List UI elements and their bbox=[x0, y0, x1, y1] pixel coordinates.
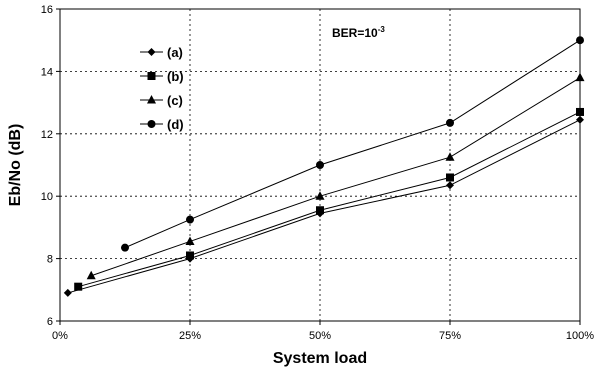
x-tick-label: 25% bbox=[179, 330, 201, 342]
y-tick-label: 16 bbox=[41, 4, 53, 16]
legend-item: (c) bbox=[140, 93, 183, 108]
ber-annotation-exponent: -3 bbox=[378, 25, 386, 34]
y-axis-label: Eb/No (dB) bbox=[7, 124, 24, 207]
data-point bbox=[446, 118, 454, 127]
series-line bbox=[91, 77, 581, 277]
data-point bbox=[74, 282, 83, 291]
legend-item: (b) bbox=[140, 69, 184, 84]
data-point bbox=[576, 115, 584, 124]
legend: (a) (b) (c) (d) bbox=[140, 45, 184, 132]
ber-annotation-base: BER=10 bbox=[332, 26, 378, 40]
data-point bbox=[576, 36, 584, 45]
series-b bbox=[74, 107, 584, 291]
data-point bbox=[121, 243, 129, 252]
series-layer bbox=[63, 36, 585, 297]
series-c bbox=[86, 72, 585, 280]
data-point bbox=[316, 206, 324, 215]
data-point bbox=[63, 288, 72, 297]
data-point bbox=[575, 72, 585, 82]
legend-label: (b) bbox=[167, 69, 184, 84]
data-point bbox=[316, 161, 324, 169]
y-tick-label: 14 bbox=[41, 66, 53, 78]
ber-annotation: BER=10-3 bbox=[332, 25, 385, 40]
x-tick-label: 75% bbox=[439, 330, 461, 342]
y-tick-label: 12 bbox=[41, 129, 53, 141]
data-point bbox=[446, 173, 454, 182]
legend-marker bbox=[147, 72, 156, 80]
legend-label: (a) bbox=[167, 45, 183, 60]
x-tick-label: 100% bbox=[566, 330, 594, 342]
x-tick-label: 50% bbox=[309, 330, 331, 342]
y-tick-label: 6 bbox=[47, 316, 53, 328]
x-tick-label: 0% bbox=[52, 330, 68, 342]
tick-layer: 6 8 10 12 14 16 0% 25% 50% 75% 100% bbox=[41, 4, 594, 342]
data-point bbox=[576, 107, 584, 116]
data-point bbox=[186, 215, 194, 224]
data-point bbox=[185, 236, 195, 245]
legend-item: (a) bbox=[140, 45, 183, 60]
legend-label: (c) bbox=[167, 93, 183, 108]
legend-label: (d) bbox=[167, 117, 184, 132]
data-point bbox=[446, 181, 454, 190]
data-point bbox=[315, 191, 325, 200]
data-point bbox=[186, 251, 194, 260]
x-axis-label: System load bbox=[273, 350, 367, 367]
legend-marker bbox=[147, 95, 156, 104]
legend-marker bbox=[147, 48, 156, 56]
data-point bbox=[445, 152, 455, 161]
legend-item: (d) bbox=[140, 117, 184, 132]
legend-marker bbox=[147, 120, 156, 128]
series-d bbox=[121, 36, 584, 252]
y-tick-label: 8 bbox=[47, 254, 53, 266]
y-tick-label: 10 bbox=[41, 191, 53, 203]
data-point bbox=[86, 270, 96, 280]
series-line bbox=[78, 111, 581, 288]
